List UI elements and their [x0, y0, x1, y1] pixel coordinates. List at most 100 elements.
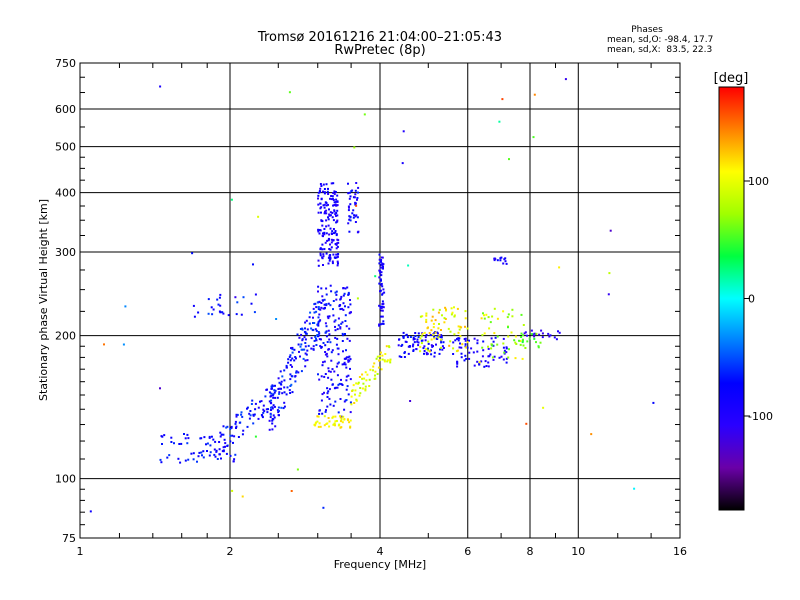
data-point — [345, 375, 348, 378]
data-point — [523, 332, 526, 335]
data-point — [364, 389, 367, 392]
data-point — [240, 411, 243, 414]
data-point — [327, 317, 330, 320]
data-point — [381, 266, 384, 269]
data-point — [277, 406, 280, 409]
data-point — [507, 356, 510, 359]
data-point — [490, 343, 493, 346]
data-point — [312, 348, 315, 351]
data-point — [342, 302, 345, 305]
data-point — [417, 336, 420, 338]
data-point — [414, 335, 417, 338]
data-point — [329, 211, 332, 214]
data-point — [207, 312, 210, 315]
data-point — [289, 354, 292, 357]
data-point — [356, 198, 358, 201]
data-point — [464, 354, 467, 357]
data-point — [374, 275, 377, 278]
data-point — [526, 340, 529, 343]
y-tick-label: 300 — [55, 246, 76, 259]
data-point — [192, 452, 195, 455]
data-point — [443, 317, 446, 320]
data-point — [328, 213, 331, 216]
data-point — [307, 344, 310, 347]
data-point — [241, 495, 244, 498]
data-point — [328, 233, 331, 236]
data-point — [413, 341, 416, 344]
data-point — [229, 454, 232, 457]
data-point — [389, 358, 392, 361]
data-point — [441, 345, 444, 348]
data-point — [485, 365, 488, 367]
data-point — [329, 370, 332, 373]
data-point — [331, 211, 334, 214]
data-point — [283, 401, 286, 404]
data-point — [341, 340, 344, 342]
data-point — [209, 451, 212, 454]
data-point — [347, 306, 350, 309]
data-point — [535, 332, 538, 335]
data-point — [233, 458, 236, 461]
data-point — [210, 306, 213, 309]
data-point — [303, 348, 306, 351]
data-point — [335, 212, 338, 214]
data-point — [317, 373, 319, 376]
x-axis-label: Frequency [MHz] — [334, 558, 426, 571]
data-point — [504, 260, 507, 263]
data-point — [431, 315, 434, 318]
data-point — [335, 242, 338, 245]
data-point — [271, 422, 274, 425]
data-point — [327, 376, 330, 379]
data-point — [166, 456, 169, 459]
data-point — [329, 284, 332, 287]
data-point — [355, 382, 358, 385]
data-point — [335, 253, 338, 256]
data-point — [381, 305, 384, 308]
data-point — [487, 347, 490, 350]
data-point — [460, 346, 463, 349]
data-point — [332, 204, 335, 207]
data-point — [463, 359, 466, 362]
data-point — [234, 453, 237, 456]
data-point — [266, 388, 268, 391]
data-point — [306, 359, 309, 362]
data-point — [323, 192, 326, 195]
data-point — [338, 423, 341, 426]
data-point — [442, 347, 445, 349]
data-point — [122, 343, 125, 346]
data-point — [353, 214, 356, 217]
data-point — [334, 191, 337, 193]
data-point — [345, 399, 348, 401]
data-point — [246, 425, 249, 428]
data-point — [291, 346, 294, 349]
data-point — [331, 197, 334, 200]
data-point — [359, 387, 362, 389]
data-point — [291, 375, 294, 378]
data-point — [298, 350, 300, 353]
data-point — [318, 378, 321, 381]
data-point — [504, 257, 507, 260]
data-point — [466, 346, 469, 349]
data-point — [524, 331, 527, 334]
data-point — [334, 291, 337, 294]
data-point — [608, 272, 611, 275]
data-point — [334, 231, 337, 234]
data-point — [349, 215, 352, 218]
data-point — [287, 361, 290, 364]
data-point — [211, 313, 214, 316]
x-tick-label: 10 — [571, 545, 585, 558]
data-point — [206, 442, 209, 445]
data-point — [289, 378, 292, 381]
data-point — [459, 342, 461, 345]
data-point — [317, 321, 320, 324]
data-point — [407, 345, 410, 348]
data-point — [286, 386, 289, 389]
data-point — [342, 294, 345, 297]
data-point — [318, 422, 321, 425]
data-point — [327, 367, 330, 370]
data-point — [325, 209, 328, 212]
data-point — [381, 267, 384, 270]
data-point — [327, 193, 330, 195]
data-point — [380, 263, 383, 266]
data-point — [320, 346, 323, 349]
